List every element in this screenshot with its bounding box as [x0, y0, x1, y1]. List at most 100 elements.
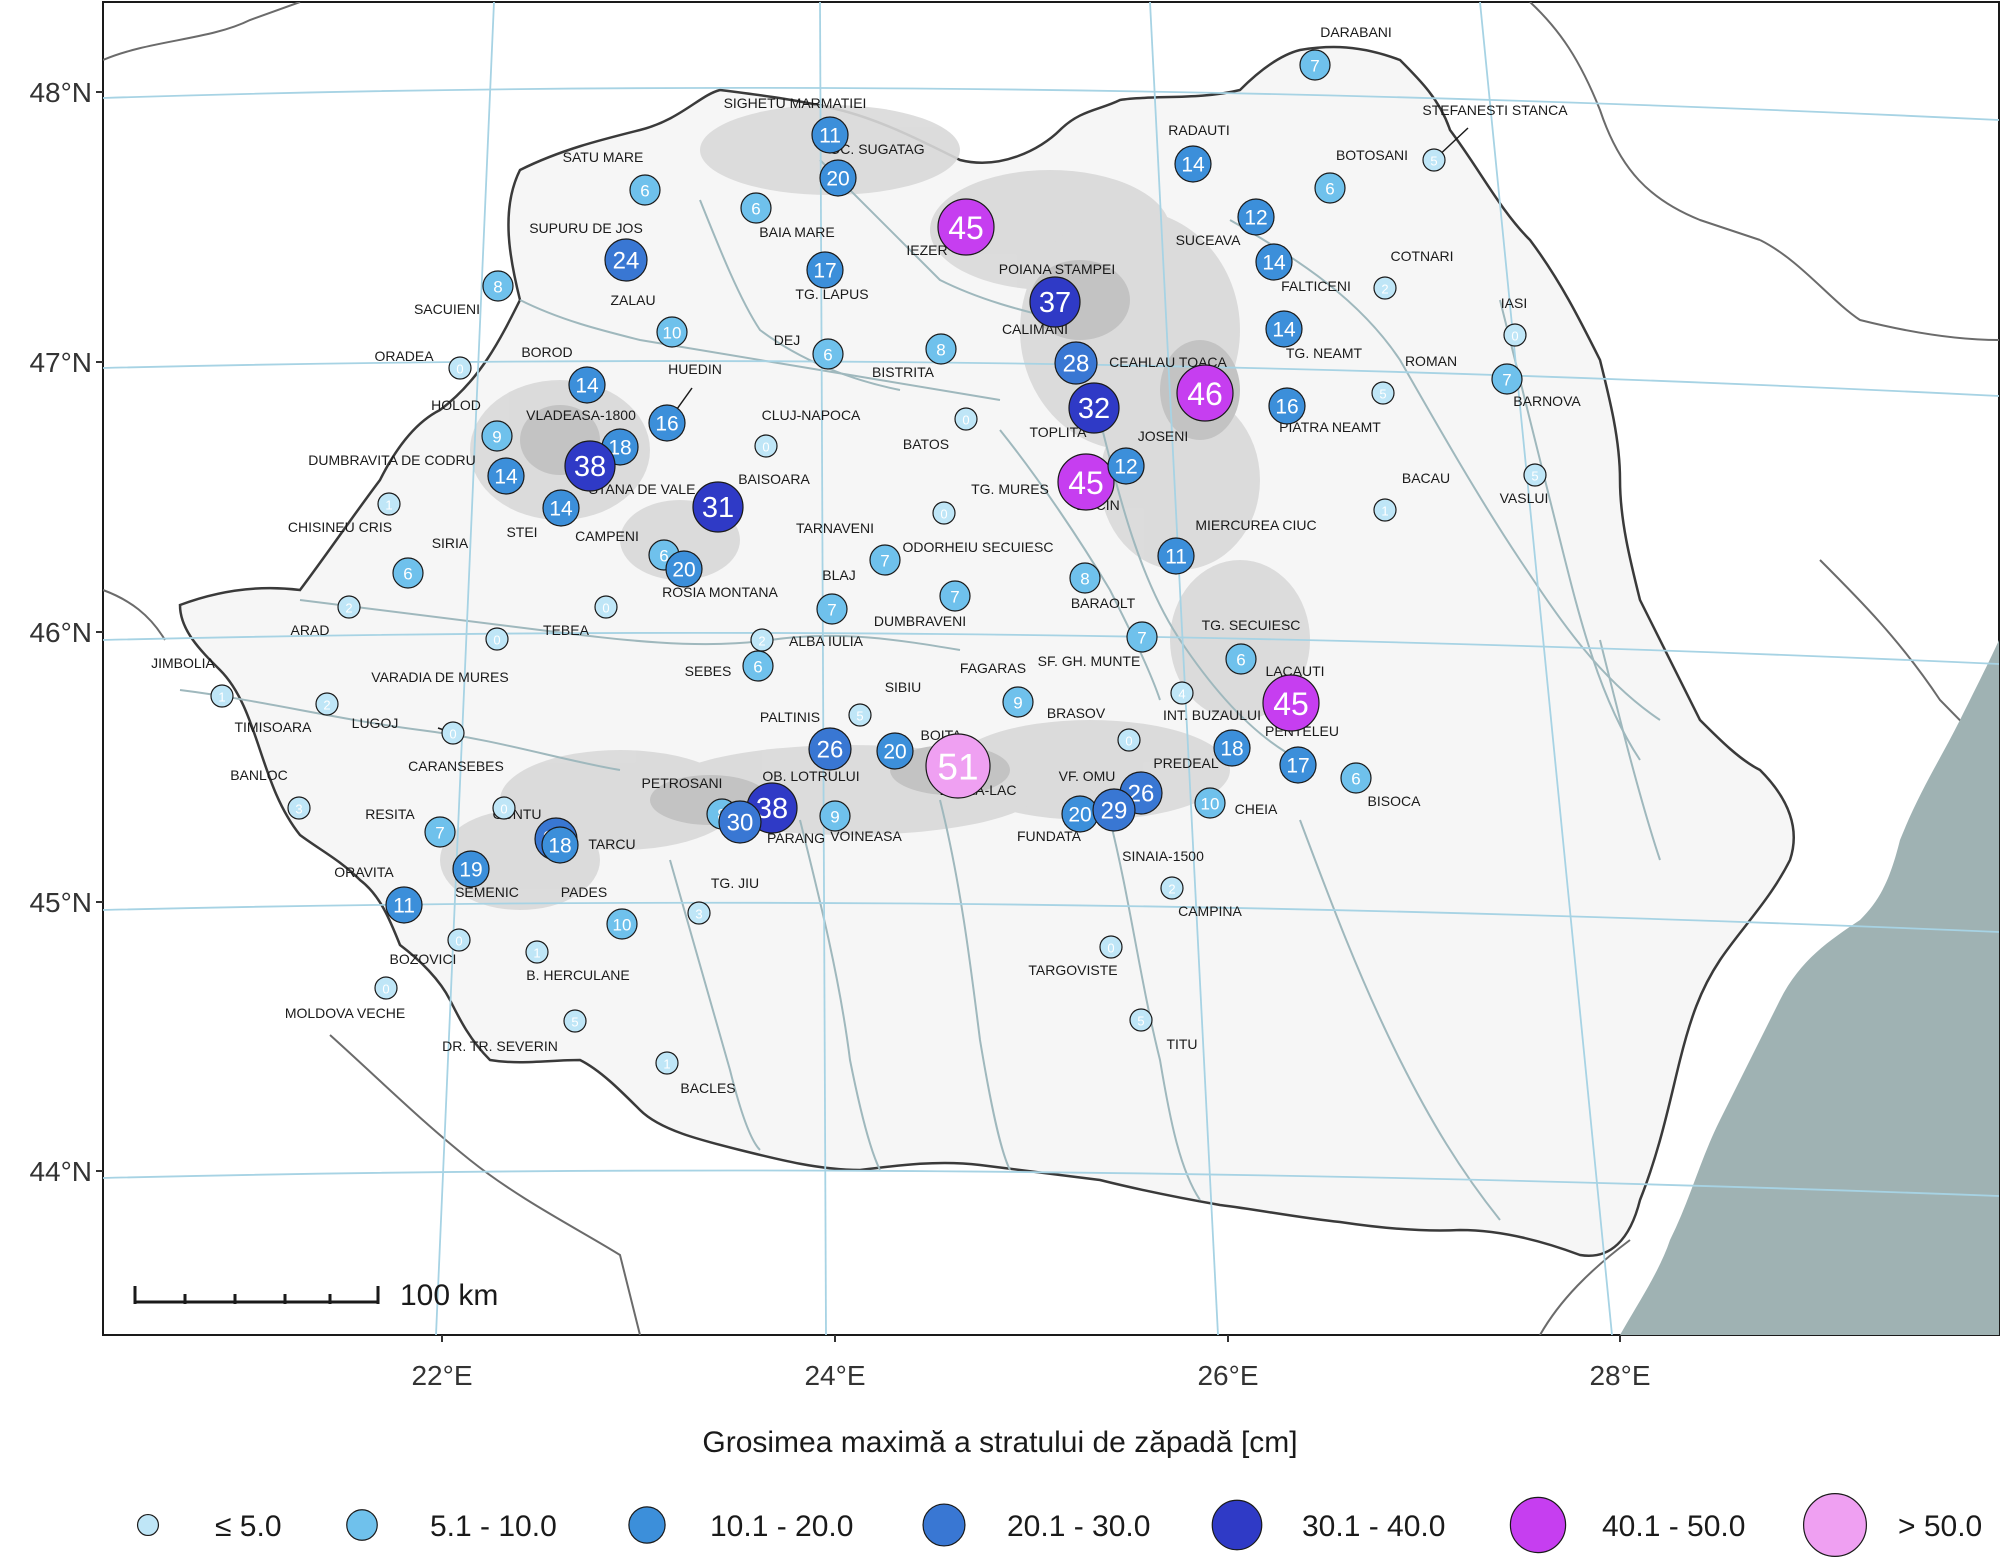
legend-swatch [922, 1503, 966, 1547]
station-value: 10 [1201, 795, 1220, 814]
station-value: 2 [345, 601, 352, 616]
station-circle [392, 557, 424, 589]
station-value: 19 [459, 859, 482, 882]
legend-swatch [1802, 1492, 1867, 1557]
station-label-fagaras: FAGARAS [960, 660, 1026, 676]
station-value: 1 [218, 690, 225, 705]
station-label-predeal: PREDEAL [1153, 755, 1219, 771]
station-circle [485, 627, 509, 651]
station-circle [1129, 1008, 1153, 1032]
station-circle [925, 333, 957, 365]
station-value: 6 [1236, 651, 1245, 670]
station-value: 0 [493, 633, 500, 648]
station-circle [1422, 148, 1446, 172]
station-marker-botosani: 6 [1314, 172, 1346, 204]
station-marker-baia-mare: 6 [740, 192, 772, 224]
station-circle [541, 826, 579, 864]
station-label-petrosani: PETROSANI [642, 775, 723, 791]
station-marker-rosia-montana: 20 [665, 550, 703, 588]
stations-layer: SIGHETU MARMATIEI OC. SUGATAG SATU MARE BAI… [151, 24, 1581, 1096]
station-value: 45 [948, 210, 984, 246]
station-label-iezer: IEZER [906, 242, 947, 258]
station-value: 16 [1275, 396, 1298, 419]
scale-bar [133, 1286, 380, 1304]
station-value: 1 [385, 498, 392, 513]
latitude-labels: 48°N 47°N 46°N 45°N 44°N [29, 77, 92, 1187]
station-circle [629, 174, 661, 206]
lon-label-28: 28°E [1589, 1360, 1650, 1391]
station-marker-batos: 0 [954, 407, 978, 431]
station-marker-paltinis: 26 [808, 727, 852, 771]
station-circle [1268, 387, 1306, 425]
station-circle [1299, 49, 1331, 81]
station-label-stei: STEI [506, 524, 537, 540]
station-circle [525, 940, 549, 964]
station-marker-cluj-napoca: 0 [754, 434, 778, 458]
station-value: 14 [575, 375, 599, 398]
station-value: 0 [602, 601, 609, 616]
station-circle [648, 404, 686, 442]
station-label-campina: CAMPINA [1178, 903, 1242, 919]
station-circle [1002, 686, 1034, 718]
station-circle [452, 850, 490, 888]
station-label-sinaia-1500: SINAIA-1500 [1122, 848, 1204, 864]
station-marker-parang: 30 [718, 800, 762, 844]
station-value: 26 [817, 737, 844, 764]
station-circle [1174, 145, 1212, 183]
station-value: 24 [613, 248, 640, 275]
station-label-targoviste: TARGOVISTE [1028, 962, 1117, 978]
station-circle [448, 356, 472, 380]
legend-label: 5.1 - 10.0 [430, 1510, 557, 1543]
station-label-resita: RESITA [365, 806, 415, 822]
legend-label: > 50.0 [1898, 1510, 1982, 1543]
station-circle [819, 800, 851, 832]
station-circle [1176, 364, 1234, 422]
station-label-arad: ARAD [291, 622, 330, 638]
station-marker-sf-gh-munte: 7 [1126, 621, 1158, 653]
station-marker-oravita: 11 [385, 886, 423, 924]
station-label-stana-de-vale: STANA DE VALE [589, 481, 696, 497]
station-value: 2 [758, 634, 765, 649]
station-label-bacles: BACLES [680, 1080, 735, 1096]
station-value: 2 [1381, 282, 1388, 297]
station-label-sighetu-marmatiei: SIGHETU MARMATIEI [724, 95, 867, 111]
station-label-banloc: BANLOC [230, 767, 288, 783]
legend-item: 20.1 - 30.0 [922, 1503, 1150, 1547]
station-marker-stefanesti-stanca: 5 [1422, 148, 1446, 172]
station-marker-blaj: 7 [816, 593, 848, 625]
station-marker-dumbravita-de-codru: 14 [487, 457, 525, 495]
station-value: 5 [856, 709, 863, 724]
station-marker-bozovici: 0 [447, 928, 471, 952]
station-label-zalau: ZALAU [610, 292, 655, 308]
station-label-joseni: JOSENI [1138, 428, 1189, 444]
station-value: 20 [883, 741, 906, 764]
station-circle [811, 116, 849, 154]
station-marker-voineasa: 9 [819, 800, 851, 832]
station-value: 0 [1511, 329, 1518, 344]
station-circle [1213, 729, 1251, 767]
station-circle [806, 251, 844, 289]
station-value: 46 [1187, 376, 1223, 412]
legend-label: 30.1 - 40.0 [1302, 1510, 1445, 1543]
station-value: 9 [492, 428, 501, 447]
station-value: 0 [455, 934, 462, 949]
station-value: 6 [823, 346, 832, 365]
station-label-fundata: FUNDATA [1017, 828, 1082, 844]
station-label-rosia-montana: ROSIA MONTANA [662, 584, 778, 600]
station-circle [604, 238, 648, 282]
lat-label-46: 46°N [29, 617, 92, 648]
station-circle [937, 198, 995, 256]
station-circle [447, 928, 471, 952]
station-label-dej: DEJ [774, 332, 800, 348]
station-circle [1503, 323, 1527, 347]
station-label-toplita: TOPLITA [1029, 424, 1087, 440]
station-marker-suceava: 12 [1237, 198, 1275, 236]
station-marker-baraolt: 8 [1069, 562, 1101, 594]
station-label-satu-mare: SATU MARE [563, 149, 644, 165]
station-label-lugoj: LUGOJ [352, 715, 399, 731]
station-marker-iezer: 45 [937, 198, 995, 256]
legend-item: ≤ 5.0 [136, 1510, 282, 1543]
station-marker-cotnari: 2 [1373, 276, 1397, 300]
station-circle [1170, 681, 1194, 705]
station-marker-siria: 6 [392, 557, 424, 589]
